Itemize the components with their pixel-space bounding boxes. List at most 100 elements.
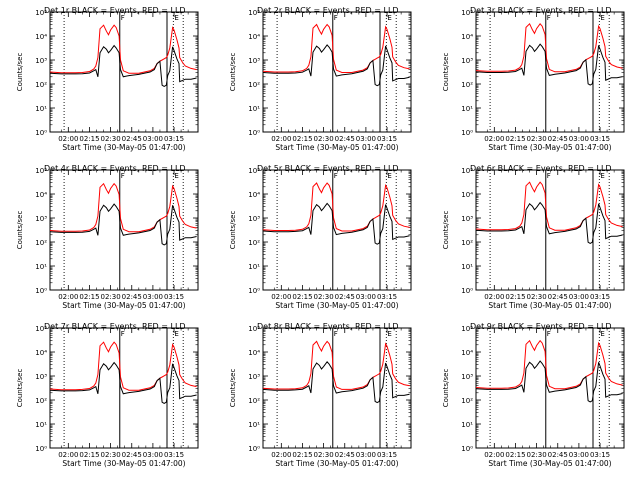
marker-label: E bbox=[174, 330, 178, 338]
marker-label: E bbox=[600, 330, 604, 338]
marker-label: F bbox=[121, 172, 125, 180]
y-tick-label: 10⁵ bbox=[35, 325, 47, 333]
x-tick-label: 02:45 bbox=[548, 135, 568, 143]
y-axis-label: Counts/sec bbox=[442, 211, 450, 250]
x-tick-label: 02:45 bbox=[335, 451, 355, 459]
events-series-line bbox=[475, 201, 623, 244]
detector-panel-6: Det 6r BLACK = Events, RED = LLD 10⁰ 10¹ 10… bbox=[442, 164, 625, 310]
marker-label: F bbox=[334, 14, 338, 22]
detector-panel-1: Det 1r BLACK = Events, RED = LLD 10⁰ 10¹ 10… bbox=[16, 6, 199, 152]
x-tick-label: 03:15 bbox=[377, 451, 397, 459]
x-axis-label: Start Time (30-May-05 01:47:00) bbox=[488, 301, 611, 310]
y-tick-label: 10² bbox=[461, 397, 473, 405]
x-tick-label: 02:00 bbox=[271, 135, 291, 143]
x-tick-label: 02:30 bbox=[314, 135, 334, 143]
x-tick-label: 02:00 bbox=[58, 451, 78, 459]
y-axis-label: Counts/sec bbox=[16, 53, 24, 92]
lld-series-line bbox=[262, 340, 410, 390]
y-tick-label: 10⁰ bbox=[35, 129, 47, 137]
marker-label: F bbox=[547, 172, 551, 180]
x-tick-label: 03:00 bbox=[569, 293, 589, 301]
x-tick-label: 02:15 bbox=[292, 135, 312, 143]
y-tick-label: 10² bbox=[248, 397, 260, 405]
y-axis-label: Counts/sec bbox=[16, 369, 24, 408]
x-tick-label: 02:00 bbox=[271, 451, 291, 459]
y-tick-label: 10⁰ bbox=[461, 445, 473, 453]
plot-frame bbox=[262, 11, 412, 133]
x-tick-label: 02:30 bbox=[527, 293, 547, 301]
y-tick-label: 10⁴ bbox=[35, 349, 47, 357]
marker-label: E bbox=[387, 330, 391, 338]
lld-series-line bbox=[49, 182, 197, 233]
x-axis-label: Start Time (30-May-05 01:47:00) bbox=[275, 301, 398, 310]
marker-label: E bbox=[387, 14, 391, 22]
y-tick-label: 10⁴ bbox=[461, 349, 473, 357]
y-tick-label: 10³ bbox=[248, 373, 260, 381]
x-axis-label: Start Time (30-May-05 01:47:00) bbox=[275, 459, 398, 468]
x-tick-label: 03:15 bbox=[377, 293, 397, 301]
detector-panel-5: Det 5r BLACK = Events, RED = LLD 10⁰ 10¹ 10… bbox=[229, 164, 412, 310]
events-series-line bbox=[49, 361, 197, 404]
x-tick-label: 03:00 bbox=[143, 135, 163, 143]
panel-title: Det 9r BLACK = Events, RED = LLD bbox=[470, 322, 612, 331]
lld-series-line bbox=[49, 24, 197, 74]
marker-label: E bbox=[174, 14, 178, 22]
events-series-line bbox=[262, 44, 410, 87]
y-tick-label: 10⁰ bbox=[248, 445, 260, 453]
x-tick-label: 03:00 bbox=[143, 451, 163, 459]
x-tick-label: 02:00 bbox=[271, 293, 291, 301]
x-tick-label: 02:45 bbox=[548, 293, 568, 301]
panel-title: Det 8r BLACK = Events, RED = LLD bbox=[257, 322, 399, 331]
y-tick-label: 10³ bbox=[461, 215, 473, 223]
x-axis-label: Start Time (30-May-05 01:47:00) bbox=[275, 143, 398, 152]
x-tick-label: 02:15 bbox=[79, 451, 99, 459]
marker-label: F bbox=[334, 172, 338, 180]
y-tick-label: 10¹ bbox=[248, 105, 260, 113]
y-tick-label: 10⁰ bbox=[248, 129, 260, 137]
plot-frame bbox=[262, 327, 412, 449]
lld-series-line bbox=[262, 23, 410, 73]
x-tick-label: 02:45 bbox=[548, 451, 568, 459]
y-tick-label: 10⁴ bbox=[248, 33, 260, 41]
x-tick-label: 03:00 bbox=[356, 135, 376, 143]
y-tick-label: 10⁰ bbox=[35, 445, 47, 453]
panel-title: Det 5r BLACK = Events, RED = LLD bbox=[257, 164, 399, 173]
y-tick-label: 10¹ bbox=[35, 105, 47, 113]
x-tick-label: 02:00 bbox=[58, 135, 78, 143]
y-tick-label: 10⁵ bbox=[461, 325, 473, 333]
y-axis-label: Counts/sec bbox=[229, 211, 237, 250]
y-tick-label: 10¹ bbox=[248, 421, 260, 429]
x-tick-label: 02:30 bbox=[314, 451, 334, 459]
marker-label: F bbox=[547, 14, 551, 22]
y-axis-label: Counts/sec bbox=[16, 211, 24, 250]
x-tick-label: 03:15 bbox=[164, 135, 184, 143]
x-tick-label: 02:30 bbox=[527, 451, 547, 459]
x-tick-label: 02:45 bbox=[335, 293, 355, 301]
x-axis-label: Start Time (30-May-05 01:47:00) bbox=[62, 143, 185, 152]
detector-panel-4: Det 4r BLACK = Events, RED = LLD 10⁰ 10¹ 10… bbox=[16, 164, 199, 310]
y-tick-label: 10⁰ bbox=[248, 287, 260, 295]
y-tick-label: 10³ bbox=[248, 57, 260, 65]
y-tick-label: 10¹ bbox=[461, 421, 473, 429]
y-tick-label: 10⁴ bbox=[461, 33, 473, 41]
y-tick-label: 10³ bbox=[461, 373, 473, 381]
x-tick-label: 02:30 bbox=[314, 293, 334, 301]
y-tick-label: 10⁴ bbox=[35, 191, 47, 199]
marker-label: E bbox=[174, 172, 178, 180]
y-tick-label: 10² bbox=[461, 239, 473, 247]
y-tick-label: 10⁴ bbox=[35, 33, 47, 41]
y-tick-label: 10³ bbox=[35, 57, 47, 65]
panel-title: Det 3r BLACK = Events, RED = LLD bbox=[470, 6, 612, 15]
panel-title: Det 1r BLACK = Events, RED = LLD bbox=[44, 6, 186, 15]
y-tick-label: 10² bbox=[461, 81, 473, 89]
y-axis-label: Counts/sec bbox=[229, 369, 237, 408]
x-tick-label: 03:15 bbox=[590, 293, 610, 301]
y-tick-label: 10⁵ bbox=[461, 167, 473, 175]
events-series-line bbox=[49, 203, 197, 246]
x-tick-label: 03:00 bbox=[569, 135, 589, 143]
x-axis-label: Start Time (30-May-05 01:47:00) bbox=[62, 459, 185, 468]
y-axis-label: Counts/sec bbox=[442, 369, 450, 408]
y-tick-label: 10⁴ bbox=[248, 349, 260, 357]
x-tick-label: 02:15 bbox=[505, 135, 525, 143]
